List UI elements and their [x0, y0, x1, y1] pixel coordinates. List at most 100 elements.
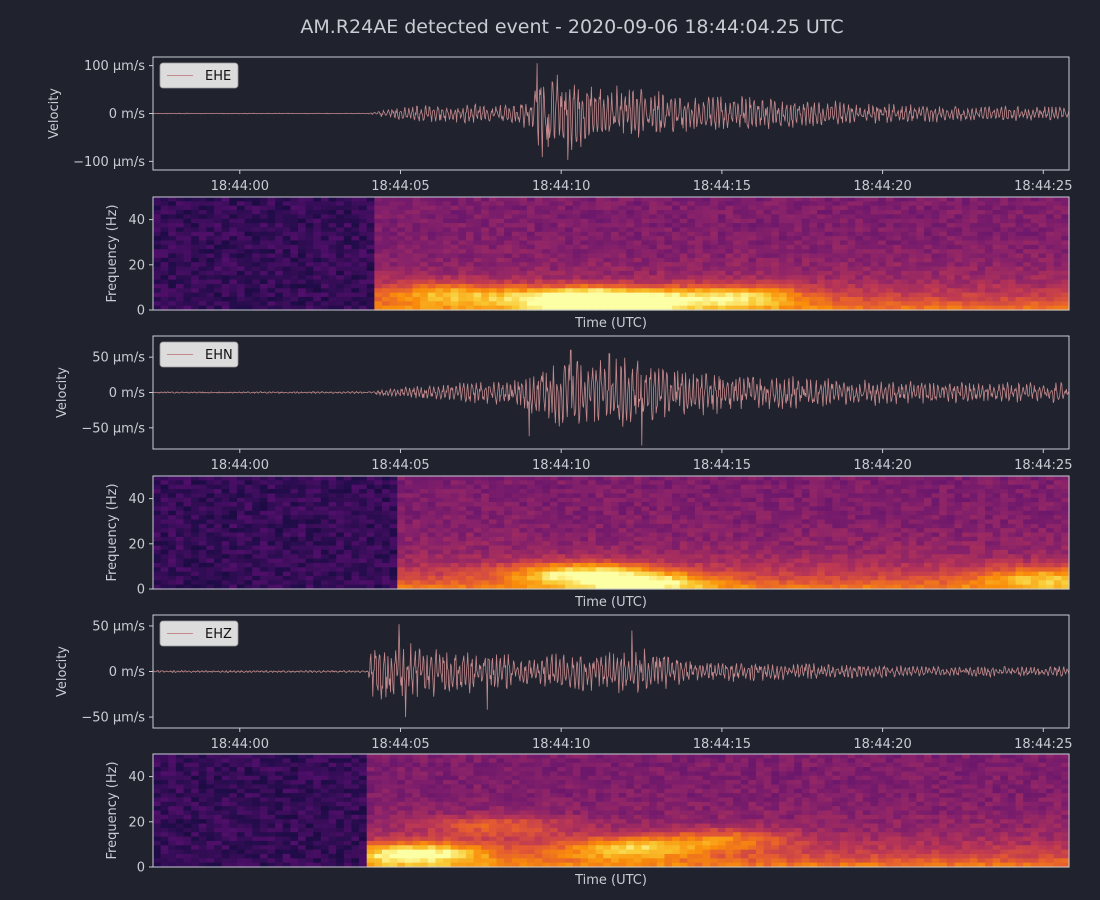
spectrogram-cell [649, 249, 658, 255]
spectrogram-cell [298, 279, 307, 285]
spectrogram-cell [969, 279, 978, 285]
spectrogram-cell [427, 257, 437, 263]
spectrogram-cell [168, 571, 177, 577]
spectrogram-cell [374, 567, 383, 573]
spectrogram-cell [527, 580, 536, 586]
spectrogram-cell [275, 292, 284, 298]
spectrogram-cell [771, 257, 780, 263]
spectrogram-cell [290, 205, 299, 211]
spectrogram-cell [633, 288, 643, 294]
spectrogram-cell [488, 253, 498, 259]
spectrogram-cell [565, 493, 574, 499]
spectrogram-cell [336, 197, 345, 202]
spectrogram-cell [946, 296, 956, 302]
spectrogram-cell [443, 279, 452, 285]
spectrogram-cell [496, 519, 505, 525]
spectrogram-cell [633, 510, 643, 516]
spectrogram-cell [351, 197, 360, 202]
spectrogram-cell [832, 223, 841, 229]
spectrogram-cell [420, 489, 429, 494]
spectrogram-cell [1046, 275, 1055, 281]
spectrogram-cell [359, 480, 368, 486]
spectrogram-cell [1023, 266, 1032, 272]
spectrogram-cell [1053, 249, 1062, 255]
spectrogram-cell [435, 575, 444, 581]
spectrogram-cell [206, 532, 215, 538]
spectrogram-cell [992, 227, 1001, 233]
spectrogram-cell [565, 489, 574, 494]
spectrogram-cell [267, 506, 276, 512]
spectrogram-cell [962, 279, 971, 285]
spectrogram-cell [229, 580, 238, 586]
spectrogram-cell [488, 510, 498, 516]
spectrogram-cell [244, 201, 253, 207]
spectrogram-cell [473, 493, 482, 499]
spectrogram-cell [840, 275, 849, 281]
spectrogram-cell [282, 476, 291, 481]
spectrogram-cell [847, 266, 856, 272]
spectrogram-cell [641, 301, 650, 307]
spectrogram-cell [343, 236, 353, 242]
spectrogram-cell [496, 288, 505, 294]
spectrogram-cell [519, 236, 528, 242]
spectrogram-cell [366, 305, 375, 311]
spectrogram-cell [206, 519, 215, 525]
spectrogram-cell [397, 515, 406, 521]
spectrogram-cell [542, 532, 551, 538]
spectrogram-cell [488, 210, 498, 215]
spectrogram-cell [649, 301, 658, 307]
spectrogram-cell [252, 266, 261, 272]
spectrogram-cell [328, 519, 337, 525]
spectrogram-cell [809, 214, 818, 220]
spectrogram-cell [343, 506, 353, 512]
spectrogram-cell [290, 197, 299, 202]
spectrogram-cell [328, 218, 337, 224]
spectrogram-cell [282, 541, 291, 547]
spectrogram-cell [672, 489, 681, 494]
spectrogram-cell [374, 510, 383, 516]
spectrogram-cell [733, 266, 742, 272]
spectrogram-cell [618, 266, 627, 272]
spectrogram-cell [374, 270, 383, 276]
spectrogram-cell [511, 227, 520, 233]
spectrogram-cell [374, 575, 383, 581]
spectrogram-cell [236, 519, 246, 525]
spectrogram-cell [733, 262, 742, 268]
spectrogram-cell [603, 197, 612, 202]
spectrogram-cell [923, 292, 933, 298]
spectrogram-cell [259, 506, 269, 512]
spectrogram-cell [374, 528, 383, 534]
spectrogram-cell [649, 528, 658, 534]
spectrogram-cell [412, 231, 421, 237]
spectrogram-cell [595, 279, 604, 285]
spectrogram-cell [282, 257, 291, 263]
spectrogram-cell [565, 480, 574, 486]
spectrogram-cell [443, 575, 452, 581]
spectrogram-cell [511, 257, 520, 263]
spectrogram-cell [611, 523, 620, 529]
spectrogram-cell [580, 484, 589, 490]
spectrogram-cell [565, 532, 574, 538]
spectrogram-cell [840, 197, 849, 202]
spectrogram-cell [519, 197, 528, 202]
spectrogram-cell [275, 288, 284, 294]
spectrogram-cell [328, 201, 337, 207]
spectrogram-cell [496, 244, 505, 250]
spectrogram-cell [969, 270, 978, 276]
spectrogram-cell [160, 292, 169, 298]
spectrogram-cell [649, 541, 658, 547]
spectrogram-cell [290, 476, 299, 481]
spectrogram-cell [198, 231, 208, 237]
spectrogram-cell [450, 575, 459, 581]
spectrogram-cell [801, 257, 811, 263]
spectrogram-cell [778, 270, 788, 276]
spectrogram-cell [534, 523, 543, 529]
spectrogram-cell [374, 506, 383, 512]
spectrogram-cell [664, 519, 673, 525]
spectrogram-cell [519, 480, 528, 486]
spectrogram-cell [183, 205, 192, 211]
spectrogram-cell [168, 502, 177, 508]
spectrogram-cell [496, 270, 505, 276]
spectrogram-cell [572, 201, 582, 207]
spectrogram-cell [771, 266, 780, 272]
